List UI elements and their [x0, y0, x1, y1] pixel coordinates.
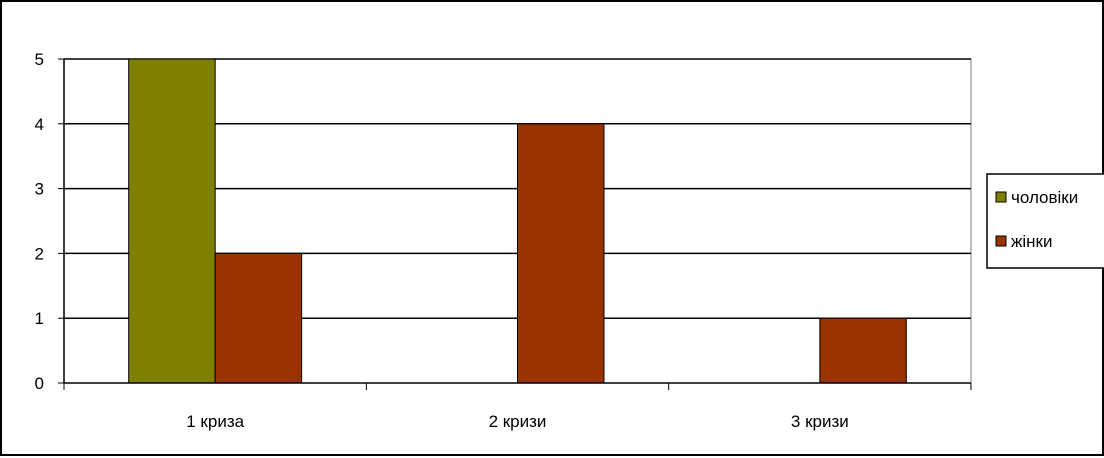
- y-tick-label: 5: [35, 50, 44, 69]
- bar: [517, 123, 605, 384]
- bar: [819, 317, 907, 384]
- y-tick-label: 3: [35, 180, 44, 199]
- y-tick-label: 4: [35, 115, 44, 134]
- legend-label: жінки: [1011, 232, 1052, 251]
- bar: [214, 252, 303, 384]
- x-category-label: 3 кризи: [791, 412, 849, 431]
- bars: [128, 58, 907, 384]
- legend-box: [986, 173, 1104, 269]
- y-tick-label: 0: [35, 374, 44, 393]
- y-tick-label: 1: [35, 309, 44, 328]
- legend-swatch: [995, 235, 1007, 247]
- axes: [58, 58, 972, 390]
- x-category-label: 2 кризи: [489, 412, 547, 431]
- x-category-label: 1 криза: [186, 412, 244, 431]
- y-tick-label: 2: [35, 244, 44, 263]
- axis-labels: 0 1 2 3 4 5 1 криза 2 кризи 3 кризи: [35, 50, 849, 431]
- legend: чоловіки жінки: [986, 173, 1104, 269]
- bar: [128, 58, 216, 384]
- legend-label: чоловіки: [1011, 188, 1078, 207]
- legend-swatch: [995, 191, 1007, 203]
